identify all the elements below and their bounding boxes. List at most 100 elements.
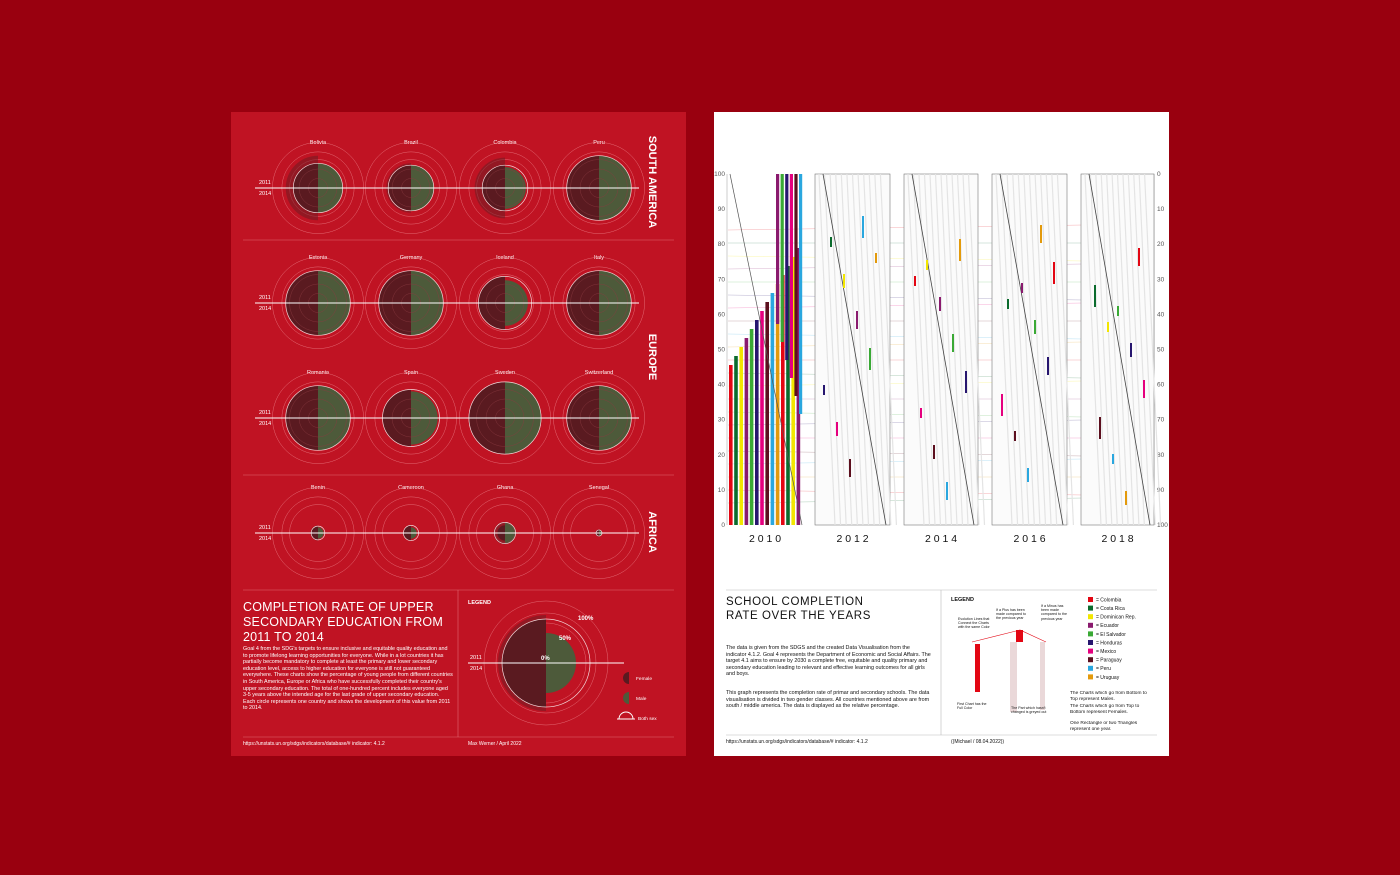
country-label: Sweden <box>495 370 515 376</box>
country-key-label: = Paraguay <box>1096 658 1122 664</box>
change-mark <box>843 274 845 288</box>
greyed-bar <box>929 173 947 526</box>
axis-right-tick: 60 <box>1157 382 1165 389</box>
greyed-bar <box>1138 173 1156 526</box>
country-swatch <box>1088 597 1093 602</box>
country-key-label: = Ecuador <box>1096 623 1119 629</box>
change-mark <box>1099 417 1101 439</box>
change-mark <box>965 371 967 393</box>
legend-year-bottom: 2014 <box>470 666 482 672</box>
year-panel-4 <box>991 173 1075 526</box>
axis-right-tick: 10 <box>1157 206 1165 213</box>
legend-annotation: Evolution Lines that Connect the Charts … <box>958 617 990 630</box>
greyed-bar <box>1045 173 1063 526</box>
change-mark <box>933 445 935 459</box>
left-poster-title: COMPLETION RATE OF UPPER SECONDARY EDUCA… <box>243 600 443 644</box>
country-swatch <box>1088 640 1093 645</box>
axis-left-tick: 80 <box>718 241 726 248</box>
greyed-bar <box>840 173 858 526</box>
year-label: 2 0 1 4 <box>925 533 957 545</box>
legend-year-top: 2011 <box>470 655 482 661</box>
change-mark <box>1125 491 1127 505</box>
country-label: Romania <box>307 370 330 376</box>
greyed-bar <box>1012 173 1030 526</box>
male-bar <box>744 338 749 525</box>
greyed-bar <box>1034 173 1052 526</box>
legend-male-swatch <box>623 692 629 704</box>
greyed-bar <box>1028 173 1047 526</box>
change-mark <box>1138 248 1140 266</box>
year-bottom-label: 2014 <box>259 421 271 427</box>
change-mark <box>952 334 954 352</box>
legend-annotation-text: Evolution Lines that Connect the Charts … <box>958 617 990 630</box>
axis-left-tick: 20 <box>718 452 726 459</box>
country-label: Benin <box>311 485 325 491</box>
axis-left-tick: 10 <box>718 487 726 494</box>
legend-annotation: The Part which hasn't changed is greyed … <box>1011 706 1046 714</box>
greyed-bar <box>1040 173 1058 526</box>
change-mark <box>856 311 858 329</box>
female-bar <box>780 174 784 342</box>
change-mark <box>1130 343 1132 357</box>
panel-diagonal <box>822 173 887 526</box>
left-poster-body: Goal 4 from the SDG's targets to ensure … <box>243 646 453 712</box>
axis-left-tick: 100 <box>714 171 725 178</box>
greyed-bar <box>823 173 842 526</box>
year-bottom-label: 2014 <box>259 306 271 312</box>
legend-grey-bar <box>1010 642 1017 712</box>
female-bar <box>799 174 803 414</box>
panel-frame <box>991 173 1068 526</box>
greyed-bar <box>1056 173 1075 526</box>
year-label: 2 0 1 0 <box>749 533 781 545</box>
left-poster-author: Max Werner / April 2022 <box>468 741 522 747</box>
greyed-bar <box>951 173 969 526</box>
country-chart-romania: Romania <box>272 370 364 464</box>
country-label: Switzerland <box>585 370 613 376</box>
female-bar <box>789 174 793 378</box>
country-label: Senegal <box>589 485 609 491</box>
greyed-bar <box>956 173 975 526</box>
country-chart-italy: Italy <box>553 255 645 349</box>
greyed-bar <box>1084 173 1102 526</box>
country-swatch <box>1088 605 1093 611</box>
year-panel-2 <box>814 173 898 526</box>
change-mark <box>1143 380 1145 398</box>
greyed-bar <box>907 173 925 526</box>
country-label: Estonia <box>309 255 328 261</box>
greyed-bar <box>1089 173 1108 526</box>
change-mark <box>1094 285 1096 307</box>
greyed-bar <box>874 173 892 526</box>
change-mark <box>939 297 941 311</box>
key-note: The Charts which go from Bottom to Top r… <box>1070 691 1147 702</box>
change-mark <box>830 237 832 247</box>
year-panel-5 <box>1080 173 1162 526</box>
change-mark <box>823 385 825 395</box>
change-mark <box>849 459 851 477</box>
axis-left-tick: 0 <box>721 522 725 529</box>
change-mark <box>862 216 864 238</box>
legend-annotation: If a Minus has been made compared to the… <box>1041 604 1067 621</box>
panel-diagonal <box>729 173 803 526</box>
axis-left-tick: 40 <box>718 382 726 389</box>
country-label: Cameroon <box>398 485 424 491</box>
greyed-bar <box>857 173 875 526</box>
country-chart-ghana: Ghana <box>459 485 551 579</box>
country-label: Brazil <box>404 140 418 146</box>
change-mark <box>914 276 916 286</box>
year-label: 2 0 1 2 <box>836 533 868 545</box>
change-mark <box>1001 394 1003 416</box>
change-mark <box>836 422 838 436</box>
panel-diagonal <box>911 173 975 526</box>
axis-right-tick: 30 <box>1157 276 1165 283</box>
change-mark <box>946 482 948 500</box>
axis-right-tick: 90 <box>1157 487 1165 494</box>
change-mark <box>926 260 928 270</box>
right-poster-source: https://unstats.un.org/sdgs/indicators/d… <box>726 739 868 745</box>
region-label: EUROPE <box>646 334 658 380</box>
change-mark <box>1107 322 1109 332</box>
panel-diagonal <box>1088 173 1151 526</box>
greyed-bar <box>1051 173 1069 526</box>
greyed-bar <box>945 173 964 526</box>
right-poster-title-line1: SCHOOL COMPLETION <box>726 596 864 608</box>
legend-female-swatch <box>623 672 629 684</box>
